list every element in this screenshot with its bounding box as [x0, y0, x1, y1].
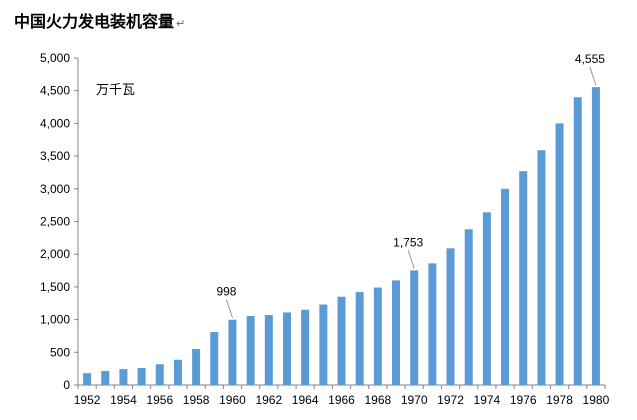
data-label-leader — [226, 299, 233, 318]
chart-title-text: 中国火力发电装机容量 — [14, 12, 175, 31]
x-tick-label: 1978 — [546, 393, 573, 407]
x-tick-label: 1980 — [583, 393, 610, 407]
y-tick-label: 1,500 — [40, 280, 70, 294]
y-tick-label: 2,000 — [40, 247, 70, 261]
bar-1977 — [537, 150, 546, 385]
x-tick-label: 1952 — [74, 393, 101, 407]
bar-1978 — [555, 123, 564, 386]
y-tick-label: 5,000 — [40, 51, 70, 65]
bar-1963 — [282, 312, 291, 385]
bar-1960 — [228, 319, 237, 385]
y-tick-label: 3,500 — [40, 149, 70, 163]
x-tick-label: 1976 — [510, 393, 537, 407]
bar-1976 — [519, 171, 528, 385]
bar-1979 — [573, 97, 582, 386]
bar-1965 — [319, 304, 328, 385]
bar-1975 — [501, 188, 510, 385]
bar-1969 — [392, 280, 401, 385]
bar-1962 — [264, 315, 273, 385]
y-tick-label: 4,000 — [40, 116, 70, 130]
x-tick-label: 1966 — [328, 393, 355, 407]
bar-1957 — [173, 359, 182, 385]
data-label-1980: 4,555 — [575, 52, 605, 66]
bar-1968 — [373, 287, 382, 385]
data-label-leader — [407, 250, 415, 269]
x-tick-label: 1964 — [292, 393, 319, 407]
bar-1973 — [464, 229, 473, 385]
bar-1974 — [482, 212, 491, 385]
chart-title: 中国火力发电装机容量 ↵ — [14, 8, 185, 32]
x-tick-label: 1956 — [146, 393, 173, 407]
bar-1953 — [101, 371, 110, 385]
y-tick-label: 1,000 — [40, 313, 70, 327]
y-tick-label: 0 — [63, 378, 70, 392]
y-tick-label: 4,500 — [40, 84, 70, 98]
bar-1952 — [83, 373, 92, 385]
bar-1980 — [591, 87, 600, 385]
bar-1956 — [155, 364, 164, 385]
x-tick-label: 1960 — [219, 393, 246, 407]
bar-1967 — [355, 292, 364, 385]
y-tick-label: 3,000 — [40, 182, 70, 196]
bar-1966 — [337, 296, 346, 385]
x-tick-label: 1974 — [474, 393, 501, 407]
return-mark-icon: ↵ — [176, 17, 186, 30]
x-tick-label: 1962 — [255, 393, 282, 407]
bar-1959 — [210, 332, 219, 385]
bar-1970 — [410, 270, 419, 385]
y-tick-label: 2,500 — [40, 215, 70, 229]
unit-label: 万千瓦 — [96, 83, 136, 98]
bar-1972 — [446, 248, 455, 385]
data-label-1970: 1,753 — [393, 235, 423, 249]
x-tick-label: 1954 — [110, 393, 137, 407]
y-tick-label: 500 — [50, 345, 70, 359]
x-tick-label: 1972 — [437, 393, 464, 407]
x-tick-label: 1968 — [364, 393, 391, 407]
x-tick-label: 1958 — [183, 393, 210, 407]
bar-1964 — [301, 309, 310, 385]
data-label-1960: 998 — [216, 285, 236, 299]
x-tick-label: 1970 — [401, 393, 428, 407]
data-label-leader — [589, 66, 597, 86]
bar-1954 — [119, 369, 128, 385]
bar-1961 — [246, 316, 255, 385]
bar-1971 — [428, 263, 437, 385]
bar-1955 — [137, 367, 146, 385]
bar-1958 — [192, 349, 201, 385]
